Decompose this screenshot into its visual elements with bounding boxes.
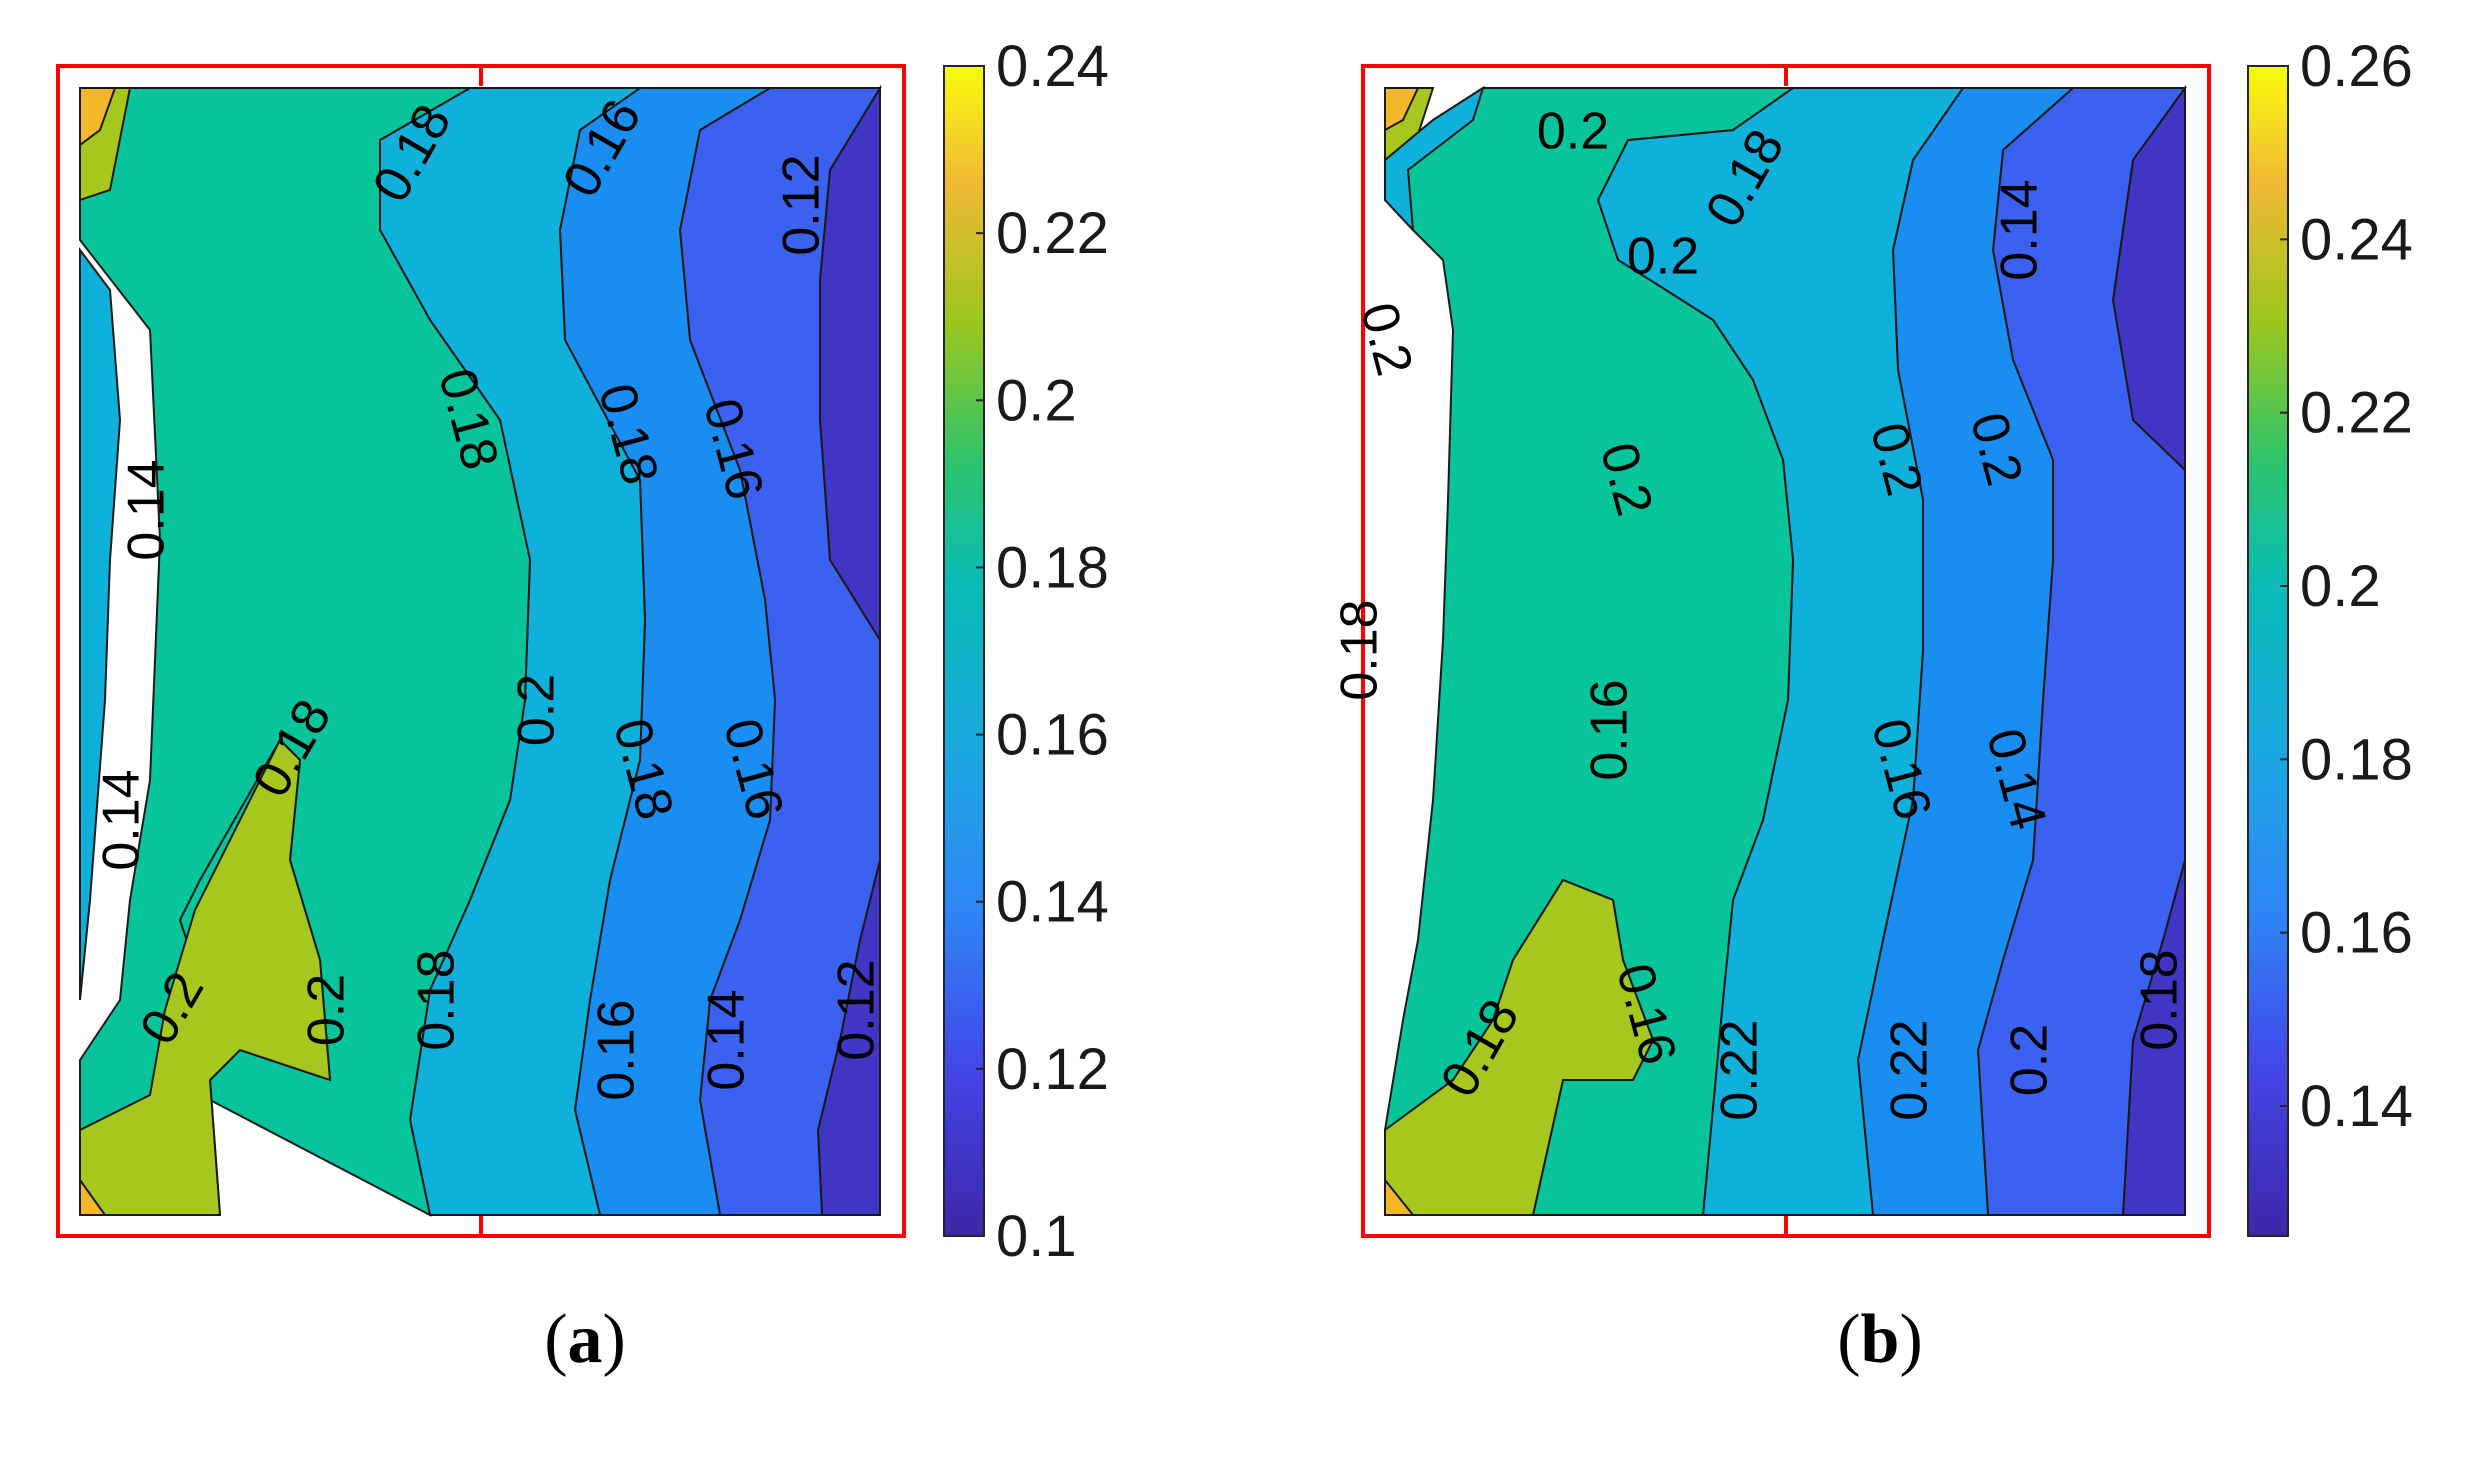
contour-label: 0.18 [1331, 599, 1389, 700]
colorbar-tick-label: 0.24 [2300, 207, 2413, 272]
contour-label: 0.2 [1627, 228, 1699, 286]
contour-label: 0.2 [1537, 103, 1609, 161]
colorbar-tick-label: 0.14 [996, 870, 1109, 935]
band-0.16-0.18-left [79, 247, 122, 1001]
colorbar-ticks-a: 0.24 0.22 0.2 0.18 0.16 0.14 0.12 0.1 [976, 34, 1109, 1269]
contour-plot-b: 0.2 0.180.2 0.140.20.20.180.160.2 0.20.18 0.… [1331, 34, 2413, 1238]
contour-label: 0.14 [93, 769, 151, 870]
band-b-0.24-0.26-bottomleft [1384, 1177, 1416, 1216]
colorbar-tick-label: 0.26 [2300, 34, 2413, 99]
colorbar-tick-label: 0.2 [2300, 554, 2381, 619]
band-b-0.18-0.20-left [1384, 85, 1485, 233]
colorbar-a [943, 65, 985, 1237]
colorbar-tick-label: 0.22 [996, 201, 1109, 266]
colorbar-tick-label: 0.18 [996, 535, 1109, 600]
colorbar-tick-label: 0.12 [996, 1037, 1109, 1102]
colorbar-b [2247, 65, 2289, 1237]
contour-label: 0.12 [773, 154, 831, 255]
colorbar-tick-label: 0.16 [996, 703, 1109, 768]
colorbar-ticks-b: 0.26 0.24 0.22 0.2 0.18 0.16 0.14 [2280, 34, 2413, 1139]
colorbar-tick-label: 0.24 [996, 34, 1109, 99]
contour-label: 0.16 [1581, 679, 1639, 780]
band-b-0.24-0.26-topleft [1384, 87, 1420, 132]
contour-plot-a: 0.18 0.16 0.120.18 0.18 0.160.140.20.18 0.160… [56, 34, 1109, 1269]
contour-label: 0.22 [1881, 1019, 1939, 1120]
caption-a: (a) [544, 1301, 626, 1378]
contour-label: 0.18 [2131, 949, 2189, 1050]
band-b-0.22-0.24 [1384, 878, 1655, 1216]
contour-label: 0.22 [1711, 1019, 1769, 1120]
colorbar-tick-label: 0.18 [2300, 727, 2413, 792]
contour-label: 0.18 [408, 949, 466, 1050]
contour-label: 0.14 [118, 459, 176, 560]
contour-label: 0.2 [298, 974, 356, 1046]
band-0.22-0.24-bottomleft [79, 1176, 107, 1216]
band-0.20-0.22 [79, 738, 332, 1216]
contour-label: 0.14 [1991, 179, 2049, 280]
contour-label: 0.2 [2001, 1024, 2059, 1096]
colorbar-tick-label: 0.2 [996, 368, 1077, 433]
contour-label: 0.2 [508, 674, 566, 746]
contour-label: 0.14 [698, 989, 756, 1090]
colorbar-tick-label: 0.1 [996, 1204, 1077, 1269]
panel-b: 0.2 0.18 0.2 0.14 0.2 0.2 0.18 0.16 0.2 0.2 0.18 0.… [1233, 0, 2466, 1461]
panel-a: 0.18 0.16 0.12 0.18 0.18 0.16 0.14 0.2 0.18 0.16 0… [0, 0, 1233, 1461]
colorbar-tick-label: 0.16 [2300, 901, 2413, 966]
colorbar-tick-label: 0.14 [2300, 1074, 2413, 1139]
colorbar-tick-label: 0.22 [2300, 381, 2413, 446]
contour-label: 0.12 [828, 959, 886, 1060]
contour-label: 0.16 [588, 999, 646, 1100]
band-0.22-0.24-topleft [79, 87, 117, 147]
caption-b: (b) [1837, 1301, 1923, 1378]
